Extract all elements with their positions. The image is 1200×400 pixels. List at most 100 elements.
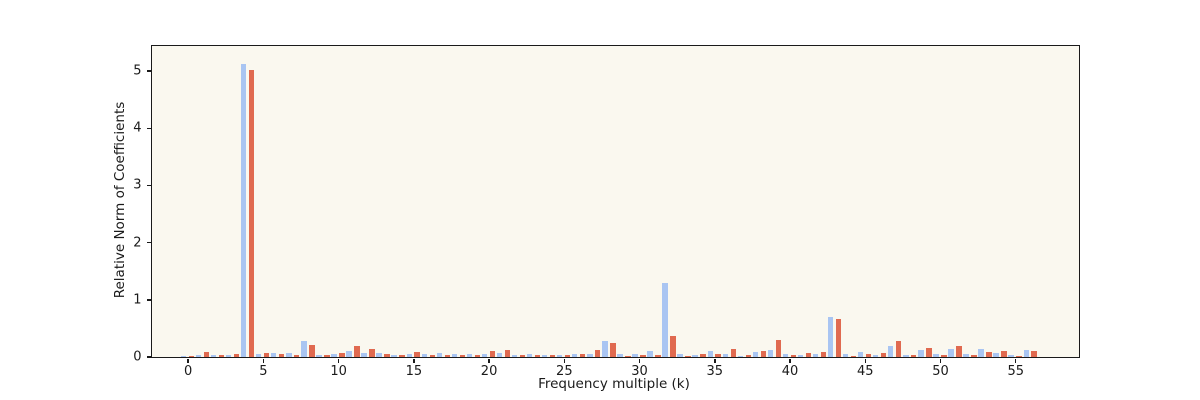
x-tick-label: 45 — [857, 363, 874, 379]
y-axis-label: Relative Norm of Coefficients — [112, 101, 128, 299]
bar-series-red-k37 — [745, 355, 751, 357]
bar-series-blue-k21 — [496, 353, 503, 357]
bar-series-blue-k47 — [888, 346, 894, 357]
bar-series-red-k12 — [369, 349, 375, 357]
bar-series-red-k20 — [489, 350, 496, 357]
bar-series-blue-k34 — [692, 355, 698, 357]
bar-series-red-k41 — [805, 353, 812, 357]
bar-series-blue-k9 — [316, 355, 322, 357]
bar-series-red-k17 — [444, 355, 450, 357]
bar-series-red-k33 — [685, 355, 691, 357]
bar-series-blue-k3 — [225, 354, 232, 357]
y-tick-label: 3 — [133, 177, 142, 193]
bar-series-red-k0 — [188, 355, 195, 357]
x-tick-mark — [1015, 358, 1017, 363]
x-tick-label: 20 — [480, 363, 498, 379]
x-tick-mark — [789, 358, 791, 363]
bar-series-blue-k1 — [195, 354, 202, 357]
bar-series-red-k9 — [324, 354, 330, 357]
x-tick-mark — [413, 358, 415, 363]
bar-series-blue-k7 — [286, 353, 292, 357]
bar-series-blue-k32 — [662, 283, 668, 357]
bar-series-blue-k53 — [978, 349, 984, 357]
bar-series-red-k13 — [384, 354, 390, 357]
bar-series-red-k38 — [760, 350, 766, 357]
bar-series-red-k8 — [309, 345, 315, 357]
bar-series-blue-k4 — [241, 64, 247, 357]
x-tick-label: 50 — [932, 363, 949, 379]
bar-series-blue-k24 — [541, 354, 548, 357]
x-tick-label: 35 — [706, 363, 724, 379]
bar-series-red-k53 — [986, 351, 992, 357]
x-tick-label: 0 — [183, 363, 193, 379]
bar-series-blue-k8 — [301, 341, 307, 357]
y-tick-mark — [146, 127, 151, 129]
y-tick-label: 2 — [133, 235, 142, 251]
bar-series-red-k55 — [1016, 355, 1022, 357]
bar-series-blue-k19 — [466, 354, 473, 357]
bar-series-red-k40 — [790, 355, 797, 357]
bar-series-red-k18 — [459, 354, 466, 357]
bar-series-blue-k25 — [557, 355, 563, 357]
bar-series-red-k56 — [1031, 350, 1037, 357]
bar-series-red-k16 — [429, 355, 435, 357]
y-tick-mark — [146, 299, 151, 301]
bar-series-red-k29 — [625, 355, 631, 357]
bar-series-red-k14 — [399, 355, 405, 357]
x-tick-label: 5 — [259, 363, 268, 379]
bar-series-red-k7 — [294, 354, 300, 357]
x-tick-mark — [638, 358, 641, 363]
x-tick-mark — [563, 358, 566, 363]
bar-series-blue-k12 — [361, 353, 367, 357]
bar-series-blue-k28 — [602, 341, 608, 357]
x-tick-label: 15 — [405, 363, 423, 379]
bar-series-red-k23 — [534, 355, 541, 357]
bar-series-blue-k11 — [346, 350, 352, 357]
x-tick-mark — [262, 358, 265, 363]
bar-series-red-k1 — [203, 351, 210, 357]
bar-series-red-k25 — [564, 355, 571, 357]
bar-series-blue-k26 — [572, 353, 578, 357]
bar-series-red-k26 — [580, 354, 586, 357]
bar-series-blue-k43 — [827, 317, 834, 357]
bar-series-red-k15 — [414, 351, 420, 357]
x-tick-mark — [337, 358, 340, 363]
bar-series-red-k42 — [820, 351, 827, 357]
bar-series-blue-k42 — [812, 354, 819, 357]
bar-series-red-k2 — [218, 355, 225, 357]
y-tick-mark — [146, 356, 151, 358]
bar-series-blue-k36 — [722, 354, 728, 357]
bar-series-blue-k45 — [858, 351, 864, 357]
bar-series-red-k22 — [519, 355, 526, 357]
bar-series-red-k47 — [896, 341, 902, 357]
bar-series-red-k10 — [339, 352, 345, 357]
x-tick-label: 40 — [781, 363, 799, 379]
bar-series-red-k44 — [850, 355, 857, 357]
bar-series-red-k30 — [640, 354, 646, 357]
bar-series-blue-k18 — [451, 353, 458, 357]
bar-series-red-k32 — [670, 335, 676, 357]
bar-series-red-k49 — [926, 347, 932, 357]
y-tick-label: 5 — [133, 63, 142, 79]
x-tick-mark — [864, 358, 866, 363]
bar-series-red-k34 — [700, 353, 706, 357]
bar-series-blue-k20 — [481, 353, 488, 357]
bar-series-red-k45 — [865, 353, 872, 357]
bar-series-red-k46 — [881, 353, 887, 357]
x-tick-mark — [714, 358, 716, 363]
bar-series-red-k39 — [775, 339, 782, 357]
x-tick-label: 55 — [1007, 363, 1025, 379]
bar-series-blue-k2 — [210, 354, 217, 357]
y-tick-label: 0 — [133, 349, 142, 365]
bar-series-blue-k22 — [511, 355, 518, 357]
bar-series-blue-k38 — [752, 351, 759, 357]
bar-series-blue-k54 — [993, 353, 999, 357]
bar-series-blue-k37 — [737, 355, 743, 357]
bar-series-blue-k52 — [963, 354, 969, 357]
bar-series-red-k6 — [279, 353, 285, 357]
bar-series-red-k4 — [248, 70, 255, 357]
bar-series-blue-k14 — [391, 355, 397, 357]
bar-series-red-k54 — [1001, 351, 1007, 357]
bar-series-red-k51 — [956, 346, 962, 357]
